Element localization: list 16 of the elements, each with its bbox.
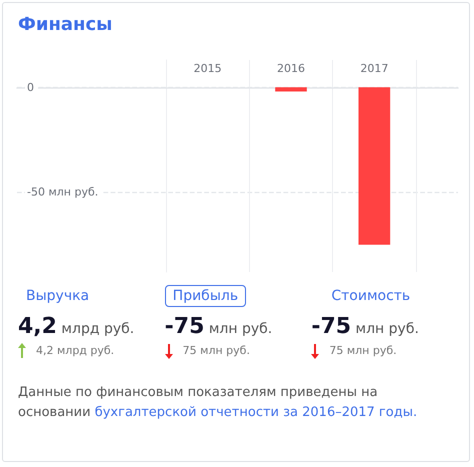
text: Стоимость: [330, 288, 412, 304]
text: бухгалтерской отчетности за 2016–2017 годы.: [94, 405, 418, 420]
text: 4,2 млрд руб.: [18, 314, 134, 339]
x-tick-label: 2015: [194, 62, 222, 75]
x-tick-label: 2017: [360, 62, 388, 75]
text: -75 млн руб.: [311, 314, 419, 339]
text: 75 млн руб.: [328, 343, 398, 359]
chart-title: Финансы: [18, 14, 112, 35]
y-tick-label: 0: [27, 80, 34, 94]
y-tick-label: -50 млн руб.: [27, 186, 98, 199]
text: 4,2 млрд руб.: [35, 343, 116, 359]
text: -75 млн руб.: [164, 314, 272, 339]
text: Выручка: [25, 288, 90, 304]
x-tick-label: 2016: [277, 62, 305, 75]
text: 75 млн руб.: [182, 343, 251, 359]
text: Прибыль: [164, 285, 246, 307]
